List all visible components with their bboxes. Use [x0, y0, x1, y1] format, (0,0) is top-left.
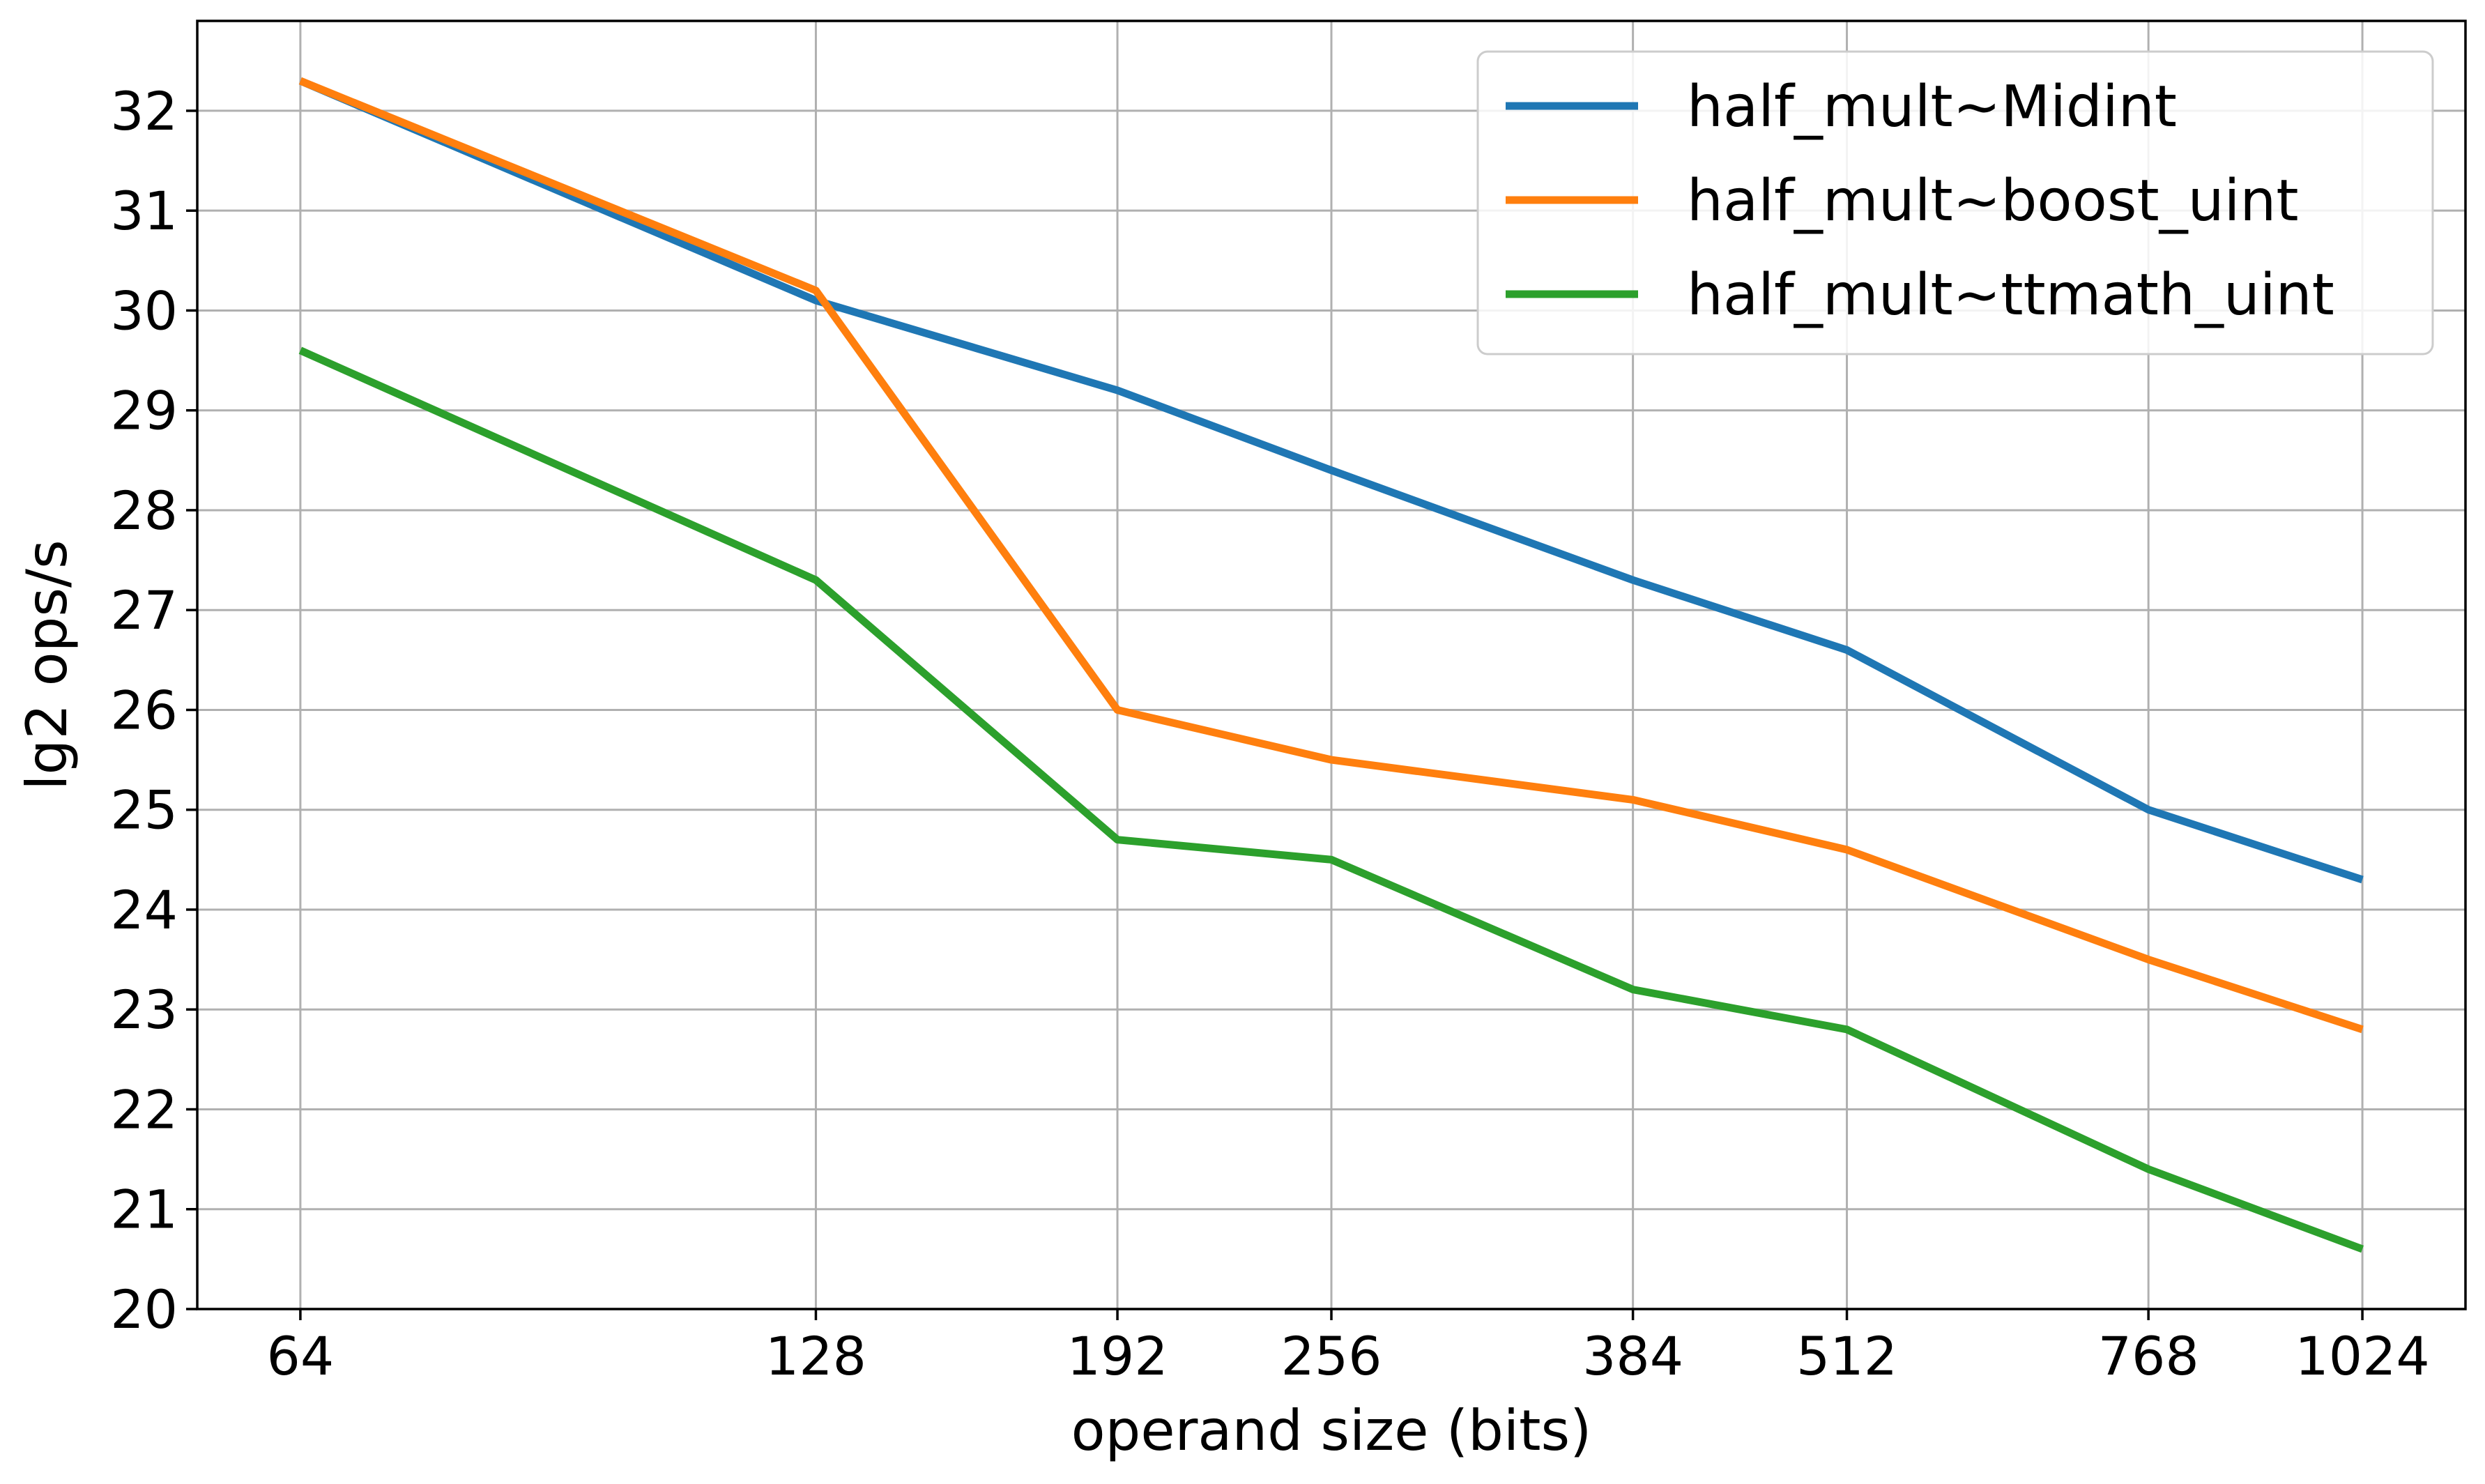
y-tick-label: 21: [110, 1179, 178, 1241]
y-axis-label: lg2 ops/s: [15, 540, 79, 790]
y-tick-label: 31: [110, 180, 178, 242]
series-lines: [298, 77, 2364, 1253]
y-tick-labels: 20 21 22 23 24 25 26 27 28 29 30 31 32: [110, 80, 178, 1340]
series-line-3: [298, 346, 2364, 1253]
x-tick-label: 64: [267, 1325, 335, 1387]
x-tick-label: 128: [765, 1325, 866, 1387]
series-line-2: [298, 77, 2364, 1034]
legend-label: half_mult~Midint: [1687, 74, 2177, 140]
y-tick-label: 27: [110, 579, 178, 641]
x-tick-label: 256: [1280, 1325, 1382, 1387]
x-axis-label: operand size (bits): [1071, 1398, 1592, 1463]
y-tick-label: 26: [110, 679, 178, 741]
y-tick-label: 25: [110, 779, 178, 841]
y-tick-label: 32: [110, 80, 178, 142]
y-tick-label: 22: [110, 1078, 178, 1140]
y-tick-label: 28: [110, 480, 178, 542]
axis-ticks: [186, 109, 2364, 1320]
y-tick-label: 20: [110, 1278, 178, 1340]
legend-box: [1476, 50, 2434, 355]
y-tick-label: 24: [110, 879, 178, 941]
legend: half_mult~Midint half_mult~boost_uinthalf…: [1476, 50, 2434, 355]
legend-label: half_mult~boost_uint: [1687, 168, 2299, 234]
x-tick-labels: 64 128 192 256 384 512 768 1024: [267, 1325, 2430, 1387]
x-tick-label: 768: [2098, 1325, 2199, 1387]
x-tick-label: 384: [1582, 1325, 1683, 1387]
x-tick-label: 192: [1067, 1325, 1168, 1387]
y-tick-label: 29: [110, 380, 178, 442]
x-tick-label: 1024: [2295, 1325, 2429, 1387]
series-line-1: [298, 77, 2364, 884]
y-tick-label: 30: [110, 280, 178, 342]
x-tick-label: 512: [1796, 1325, 1897, 1387]
legend-label: half_mult~ttmath_uint: [1687, 262, 2334, 328]
y-tick-label: 23: [110, 979, 178, 1041]
